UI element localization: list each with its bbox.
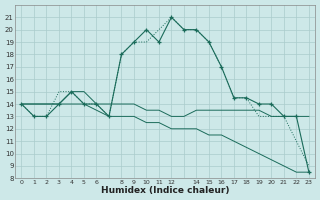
X-axis label: Humidex (Indice chaleur): Humidex (Indice chaleur) [101, 186, 229, 195]
